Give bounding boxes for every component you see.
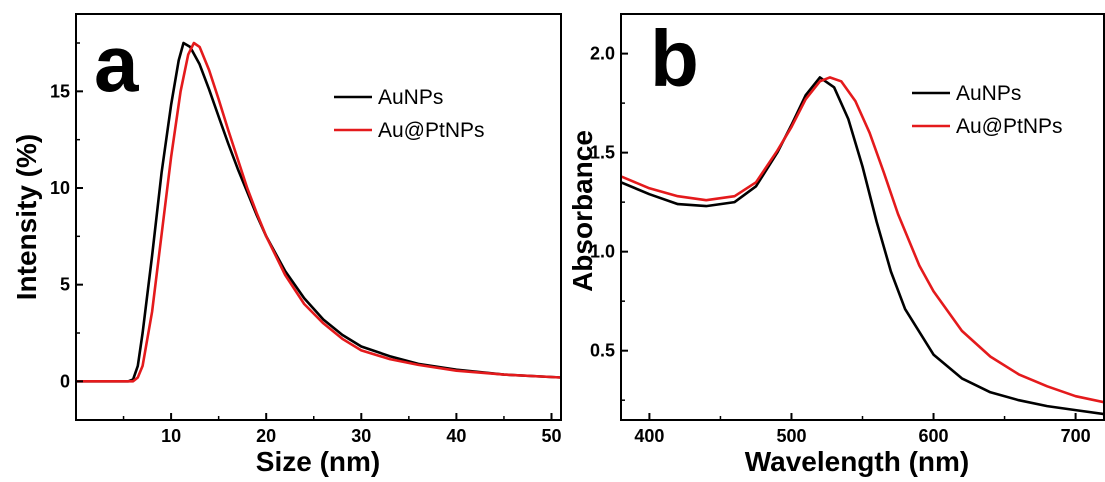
x-tick-label: 400 [634, 426, 664, 446]
x-tick-label: 500 [776, 426, 806, 446]
y-axis-label: Absorbance [567, 130, 598, 292]
y-axis-label: Intensity (%) [11, 134, 42, 300]
legend: AuNPs Au@PtNPs [334, 86, 485, 142]
x-tick-label: 700 [1061, 426, 1091, 446]
y-tick-label: 1.0 [590, 242, 615, 262]
y-tick-label: 1.5 [590, 143, 615, 163]
y-tick-label: 0 [60, 371, 70, 391]
x-tick-label: 10 [161, 426, 181, 446]
panel-letter: b [650, 14, 699, 103]
x-tick-label: 50 [541, 426, 561, 446]
series-line-au-ptnps [621, 76, 1104, 404]
plot-frame [75, 13, 562, 421]
series-line-au-ptnps [76, 41, 561, 383]
y-tick-label: 5 [60, 275, 70, 295]
x-axis-label: Size (nm) [256, 446, 380, 477]
chart-panel-b: 400 500 600 700 0.5 1.0 1.5 2.0 Wavelength (nm) A… [567, 13, 1105, 477]
x-tick-label: 40 [446, 426, 466, 446]
legend-label: AuNPs [956, 82, 1021, 105]
legend: AuNPs Au@PtNPs [912, 82, 1063, 138]
series-line-aunps [621, 76, 1104, 416]
series-line-aunps [76, 41, 561, 383]
y-tick-label: 10 [50, 178, 70, 198]
y-tick-label: 2.0 [590, 44, 615, 64]
chart-panel-a: 10 20 30 40 50 0 5 10 15 Size (nm) Intensity (%) a A… [11, 13, 562, 477]
y-tick-label: 0.5 [590, 341, 615, 361]
x-tick-label: 600 [919, 426, 949, 446]
legend-label: AuNPs [378, 86, 443, 109]
x-tick-label: 30 [351, 426, 371, 446]
legend-label: Au@PtNPs [956, 115, 1063, 138]
y-tick-label: 15 [50, 81, 70, 101]
x-tick-label: 20 [256, 426, 276, 446]
panel-letter: a [94, 19, 139, 108]
x-axis-label: Wavelength (nm) [745, 446, 970, 477]
legend-label: Au@PtNPs [378, 119, 485, 142]
